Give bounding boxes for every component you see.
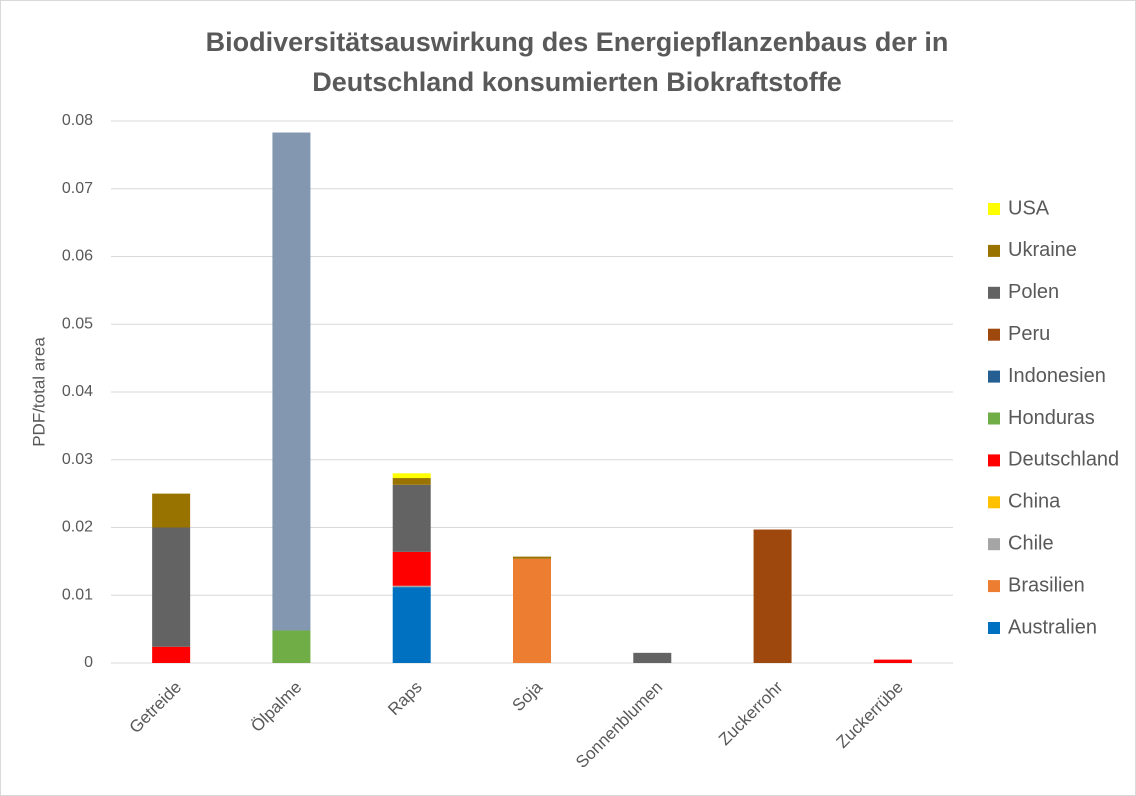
legend-swatch	[988, 328, 1000, 341]
bar-segment	[753, 529, 792, 663]
bar-segment	[873, 659, 912, 663]
chart-title: Biodiversitätsauswirkung des Energiepfla…	[206, 27, 949, 57]
legend-label: Chile	[1008, 532, 1054, 554]
legend-label: China	[1008, 491, 1061, 513]
legend-swatch	[988, 622, 1000, 634]
bar-segment	[152, 646, 191, 663]
bar-segment	[272, 132, 311, 631]
legend-label: USA	[1008, 197, 1050, 219]
bar-segment	[392, 473, 431, 479]
bar-segment	[392, 551, 431, 586]
legend-swatch	[988, 286, 1000, 299]
legend-swatch	[988, 203, 1000, 215]
legend-swatch	[988, 454, 1000, 467]
y-tick-label: 0	[84, 654, 93, 671]
y-tick-label: 0.07	[62, 180, 93, 197]
legend-swatch	[988, 496, 1000, 509]
legend-label: Ukraine	[1008, 239, 1077, 261]
chart-title: Deutschland konsumierten Biokraftstoffe	[312, 67, 842, 97]
bar-segment	[392, 585, 431, 588]
legend-label: Polen	[1008, 281, 1059, 303]
legend-label: Indonesien	[1008, 365, 1106, 387]
legend-label: Australien	[1008, 616, 1097, 638]
legend-label: Peru	[1008, 323, 1050, 345]
bar-segment	[392, 478, 431, 485]
legend-swatch	[988, 538, 1000, 551]
bar-segment	[152, 527, 191, 647]
legend-label: Brasilien	[1008, 574, 1085, 596]
y-tick-label: 0.01	[62, 586, 93, 603]
bar-segment	[152, 493, 191, 528]
bar-segment	[392, 484, 431, 552]
y-axis-label: PDF/total area	[29, 337, 48, 447]
bar-segment	[633, 652, 672, 663]
legend-label: Deutschland	[1008, 449, 1119, 471]
y-tick-label: 0.03	[62, 451, 93, 468]
legend-swatch	[988, 412, 1000, 425]
legend-swatch	[988, 370, 1000, 383]
bar-segment	[513, 558, 551, 663]
y-tick-label: 0.08	[62, 112, 93, 129]
y-tick-label: 0.02	[62, 519, 93, 536]
legend-swatch	[988, 244, 1000, 257]
legend-swatch	[988, 580, 1000, 593]
legend-label: Honduras	[1008, 407, 1095, 429]
y-tick-label: 0.05	[62, 315, 93, 332]
y-tick-label: 0.06	[62, 248, 93, 265]
bar-segment	[272, 630, 311, 663]
bar-segment	[392, 587, 431, 663]
y-tick-label: 0.04	[62, 383, 93, 400]
bar-segment	[513, 556, 551, 559]
